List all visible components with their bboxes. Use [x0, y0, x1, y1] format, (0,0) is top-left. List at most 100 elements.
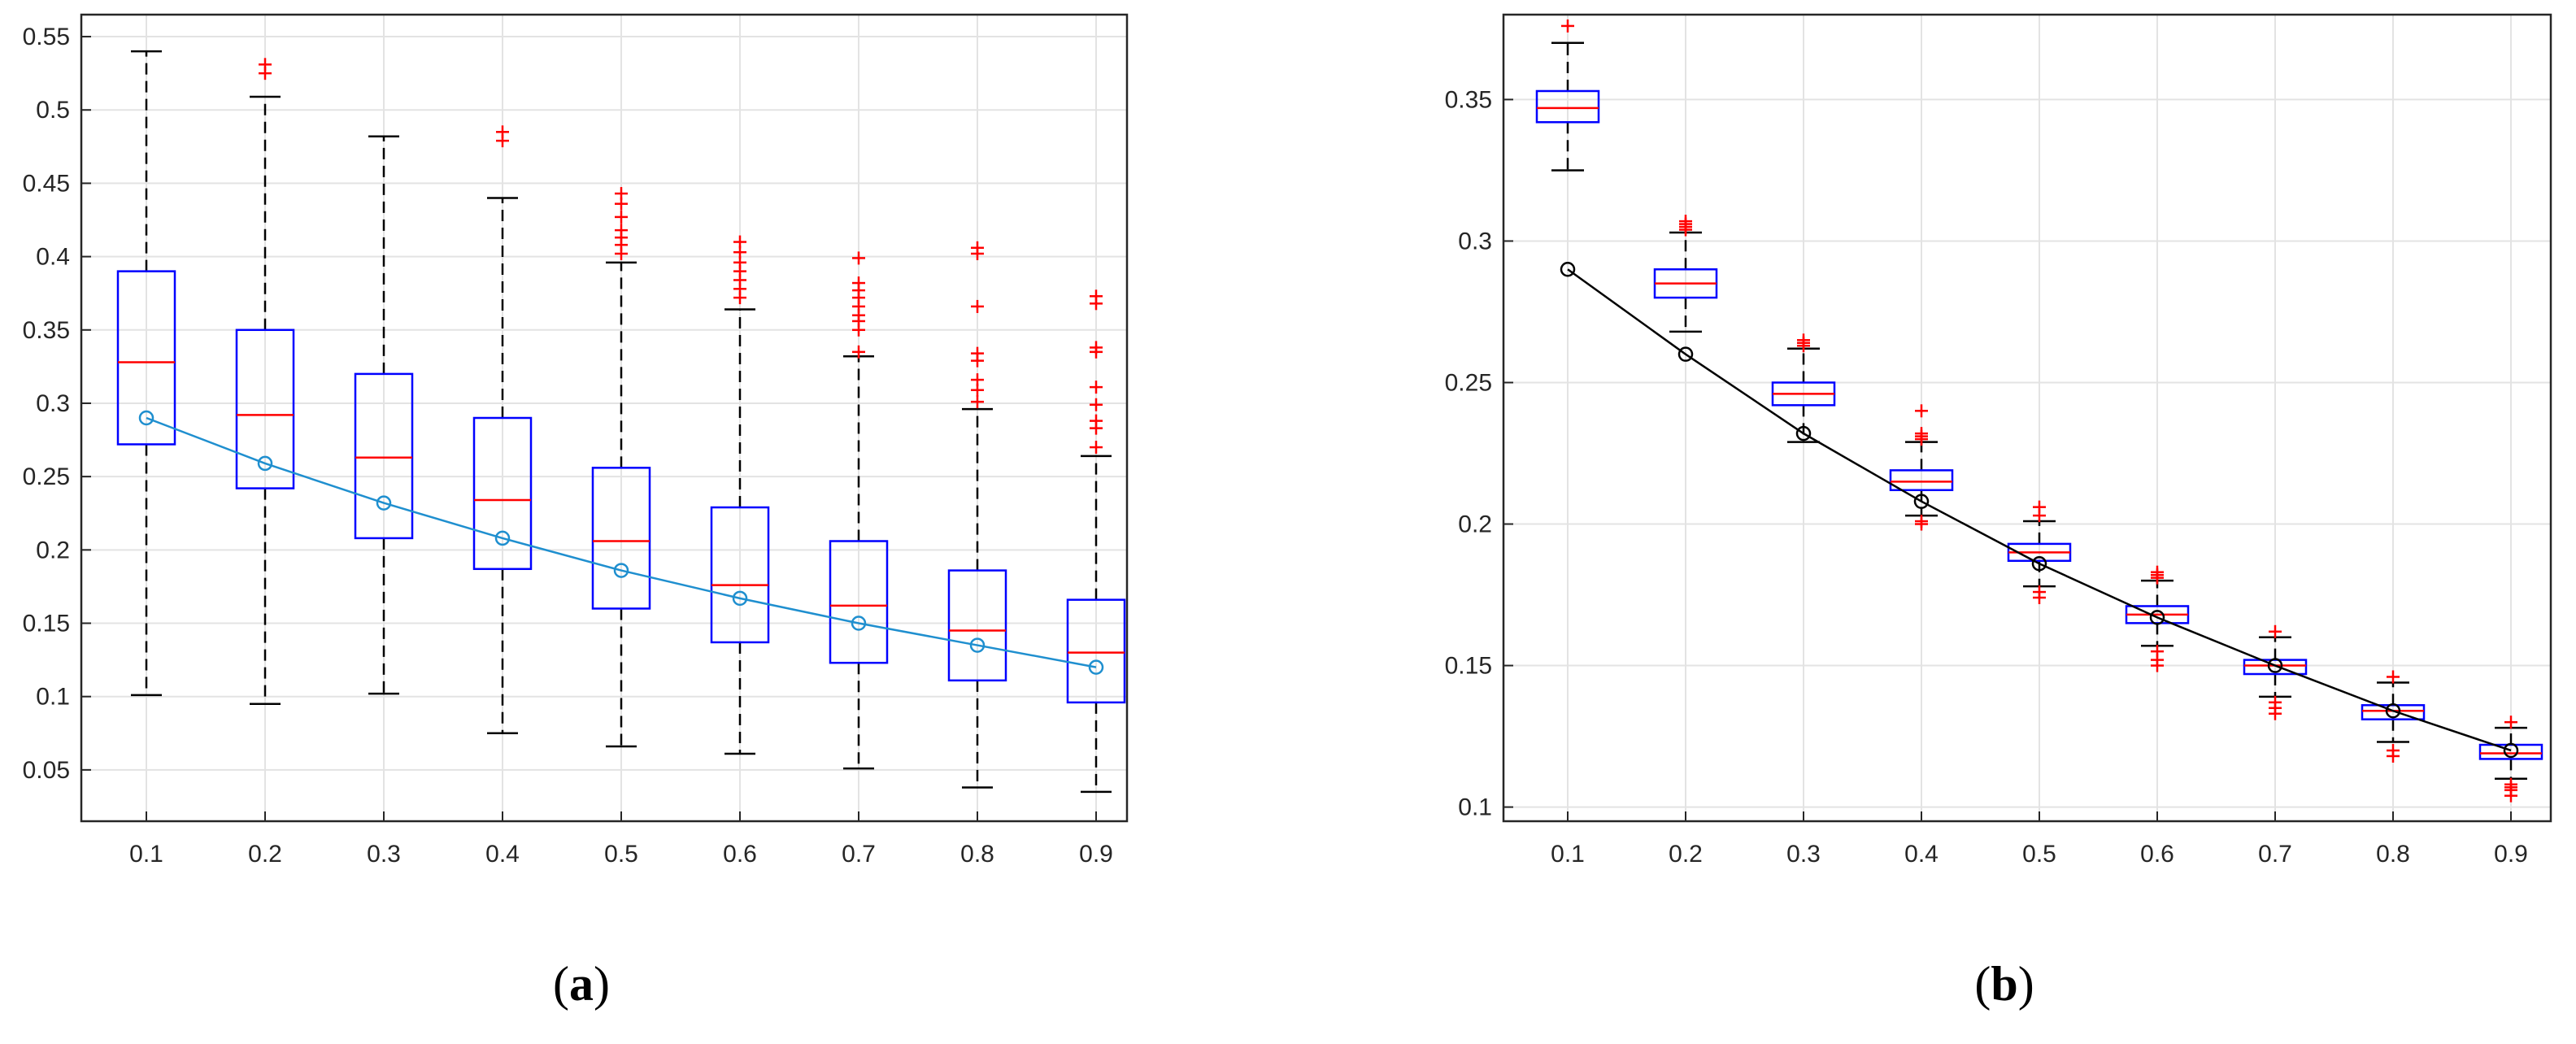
- outlier-marker-3: [615, 224, 628, 237]
- y-tick-label-5: 0.3: [36, 390, 70, 417]
- x-tick-label-7: 0.8: [960, 841, 994, 868]
- box-rect: [591, 467, 651, 610]
- trend-point-2: [1677, 346, 1694, 362]
- outlier-marker-3: [2504, 777, 2517, 791]
- x-tick-label-7: 0.8: [2376, 841, 2410, 868]
- x-tick-label-6: 0.7: [2258, 841, 2292, 868]
- x-tick-label-1: 0.2: [248, 841, 282, 868]
- trend-line: [146, 416, 1097, 668]
- box-9: [1066, 289, 1126, 794]
- box-5: [2007, 500, 2072, 605]
- x-tick-label-4: 0.5: [604, 841, 638, 868]
- outlier-marker-6: [733, 235, 746, 249]
- outlier-marker-4: [1090, 381, 1103, 394]
- outlier-marker-2: [2151, 645, 2164, 659]
- box-8: [947, 241, 1007, 789]
- outlier-marker-7: [971, 241, 984, 254]
- trend-point-7: [851, 616, 867, 631]
- trend-point-8: [2385, 703, 2401, 719]
- box-rect: [710, 506, 770, 644]
- trend-point-1: [138, 410, 154, 426]
- outlier-marker-0: [852, 345, 865, 359]
- trend-point-3: [1795, 425, 1812, 442]
- trend-point-9: [2503, 742, 2519, 759]
- trend-point-9: [1088, 659, 1104, 675]
- panel-label-b: (b): [1974, 957, 2034, 1011]
- box-rect: [1889, 469, 1954, 492]
- outlier-marker-2: [2387, 670, 2400, 684]
- outlier-marker-3: [2033, 500, 2046, 514]
- outlier-marker-0: [1090, 441, 1103, 455]
- outlier-marker-2: [2269, 695, 2282, 709]
- panel-a-chart: 0.05 0.1 0.15 0.2 0.25 0.3 0.35 0.4 0.45 0.5 0.55 0…: [23, 13, 1129, 868]
- box-rect: [235, 328, 295, 489]
- panel-b-chart: 0.1 0.15 0.2 0.25 0.3 0.35 0.1 0.2 0.3 0.4 0.5 0.6 0…: [1445, 13, 2552, 868]
- outlier-marker-3: [1090, 398, 1103, 411]
- outlier-marker-1: [1915, 515, 1928, 529]
- outlier-marker-1: [259, 58, 272, 72]
- box-rect: [354, 372, 414, 540]
- box-6: [2125, 565, 2190, 672]
- x-tick-label-8: 0.9: [2494, 841, 2528, 868]
- outlier-marker-1: [2387, 743, 2400, 757]
- x-tick-label-2: 0.3: [1786, 841, 1821, 868]
- x-tick-label-2: 0.3: [367, 841, 401, 868]
- outlier-marker-4: [971, 346, 984, 360]
- y-tick-label-1: 0.1: [36, 684, 70, 711]
- outlier-marker-4: [2504, 716, 2517, 729]
- outlier-marker-5: [2151, 565, 2164, 579]
- trend-point-4: [494, 530, 511, 546]
- grid-lines: [81, 15, 1127, 821]
- grid-lines: [1503, 15, 2551, 821]
- box-rect: [472, 416, 533, 571]
- x-tick-label-3: 0.4: [485, 841, 520, 868]
- box-5: [591, 187, 651, 748]
- panel-label-a: (a): [553, 957, 610, 1011]
- outlier-marker-8: [1090, 289, 1103, 303]
- x-tick-label-4: 0.5: [2022, 841, 2056, 868]
- y-tick-label-6: 0.35: [23, 317, 70, 344]
- trend-point-4: [1913, 494, 1930, 509]
- trend-point-1: [1560, 262, 1576, 277]
- outlier-marker-6: [1090, 341, 1103, 355]
- axes-frame: [80, 13, 1129, 823]
- y-tick-label-9: 0.5: [36, 97, 70, 124]
- y-tick-label-7: 0.4: [36, 244, 70, 271]
- y-tick-label-3: 0.2: [36, 537, 70, 563]
- y-tick-label-0: 0.05: [23, 757, 70, 784]
- box-3: [1771, 333, 1836, 443]
- box-1: [116, 50, 176, 697]
- box-4: [1889, 404, 1954, 531]
- y-tick-label-3: 0.25: [1445, 369, 1492, 396]
- box-1: [1535, 19, 1600, 172]
- outlier-marker-2: [971, 373, 984, 387]
- outlier-marker-1: [496, 125, 509, 139]
- box-4: [472, 125, 533, 735]
- y-tick-label-1: 0.15: [1445, 653, 1492, 680]
- box-2: [235, 58, 295, 705]
- x-tick-label-1: 0.2: [1669, 841, 1703, 868]
- y-tick-label-0: 0.1: [1458, 794, 1492, 821]
- box-7: [829, 251, 889, 770]
- outlier-marker-3: [1679, 215, 1692, 228]
- box-rect: [829, 540, 889, 664]
- outlier-marker-0: [1561, 19, 1574, 33]
- outlier-marker-1: [2033, 585, 2046, 599]
- trend-point-8: [969, 637, 986, 653]
- outlier-marker-2: [1090, 414, 1103, 428]
- trend-point-7: [2267, 658, 2283, 673]
- outlier-marker-4: [1915, 427, 1928, 441]
- outlier-marker-2: [1797, 333, 1810, 347]
- x-tick-label-5: 0.6: [2140, 841, 2174, 868]
- x-tick-label-3: 0.4: [1904, 841, 1939, 868]
- trend-point-6: [732, 590, 748, 607]
- outlier-marker-5: [1915, 404, 1928, 418]
- box-rect: [947, 569, 1007, 682]
- outlier-marker-4: [615, 210, 628, 224]
- y-tick-label-2: 0.2: [1458, 511, 1492, 538]
- x-tick-label-6: 0.7: [842, 841, 876, 868]
- outlier-marker-6: [615, 187, 628, 201]
- y-tick-label-5: 0.35: [1445, 86, 1492, 113]
- box-rect: [1535, 89, 1600, 124]
